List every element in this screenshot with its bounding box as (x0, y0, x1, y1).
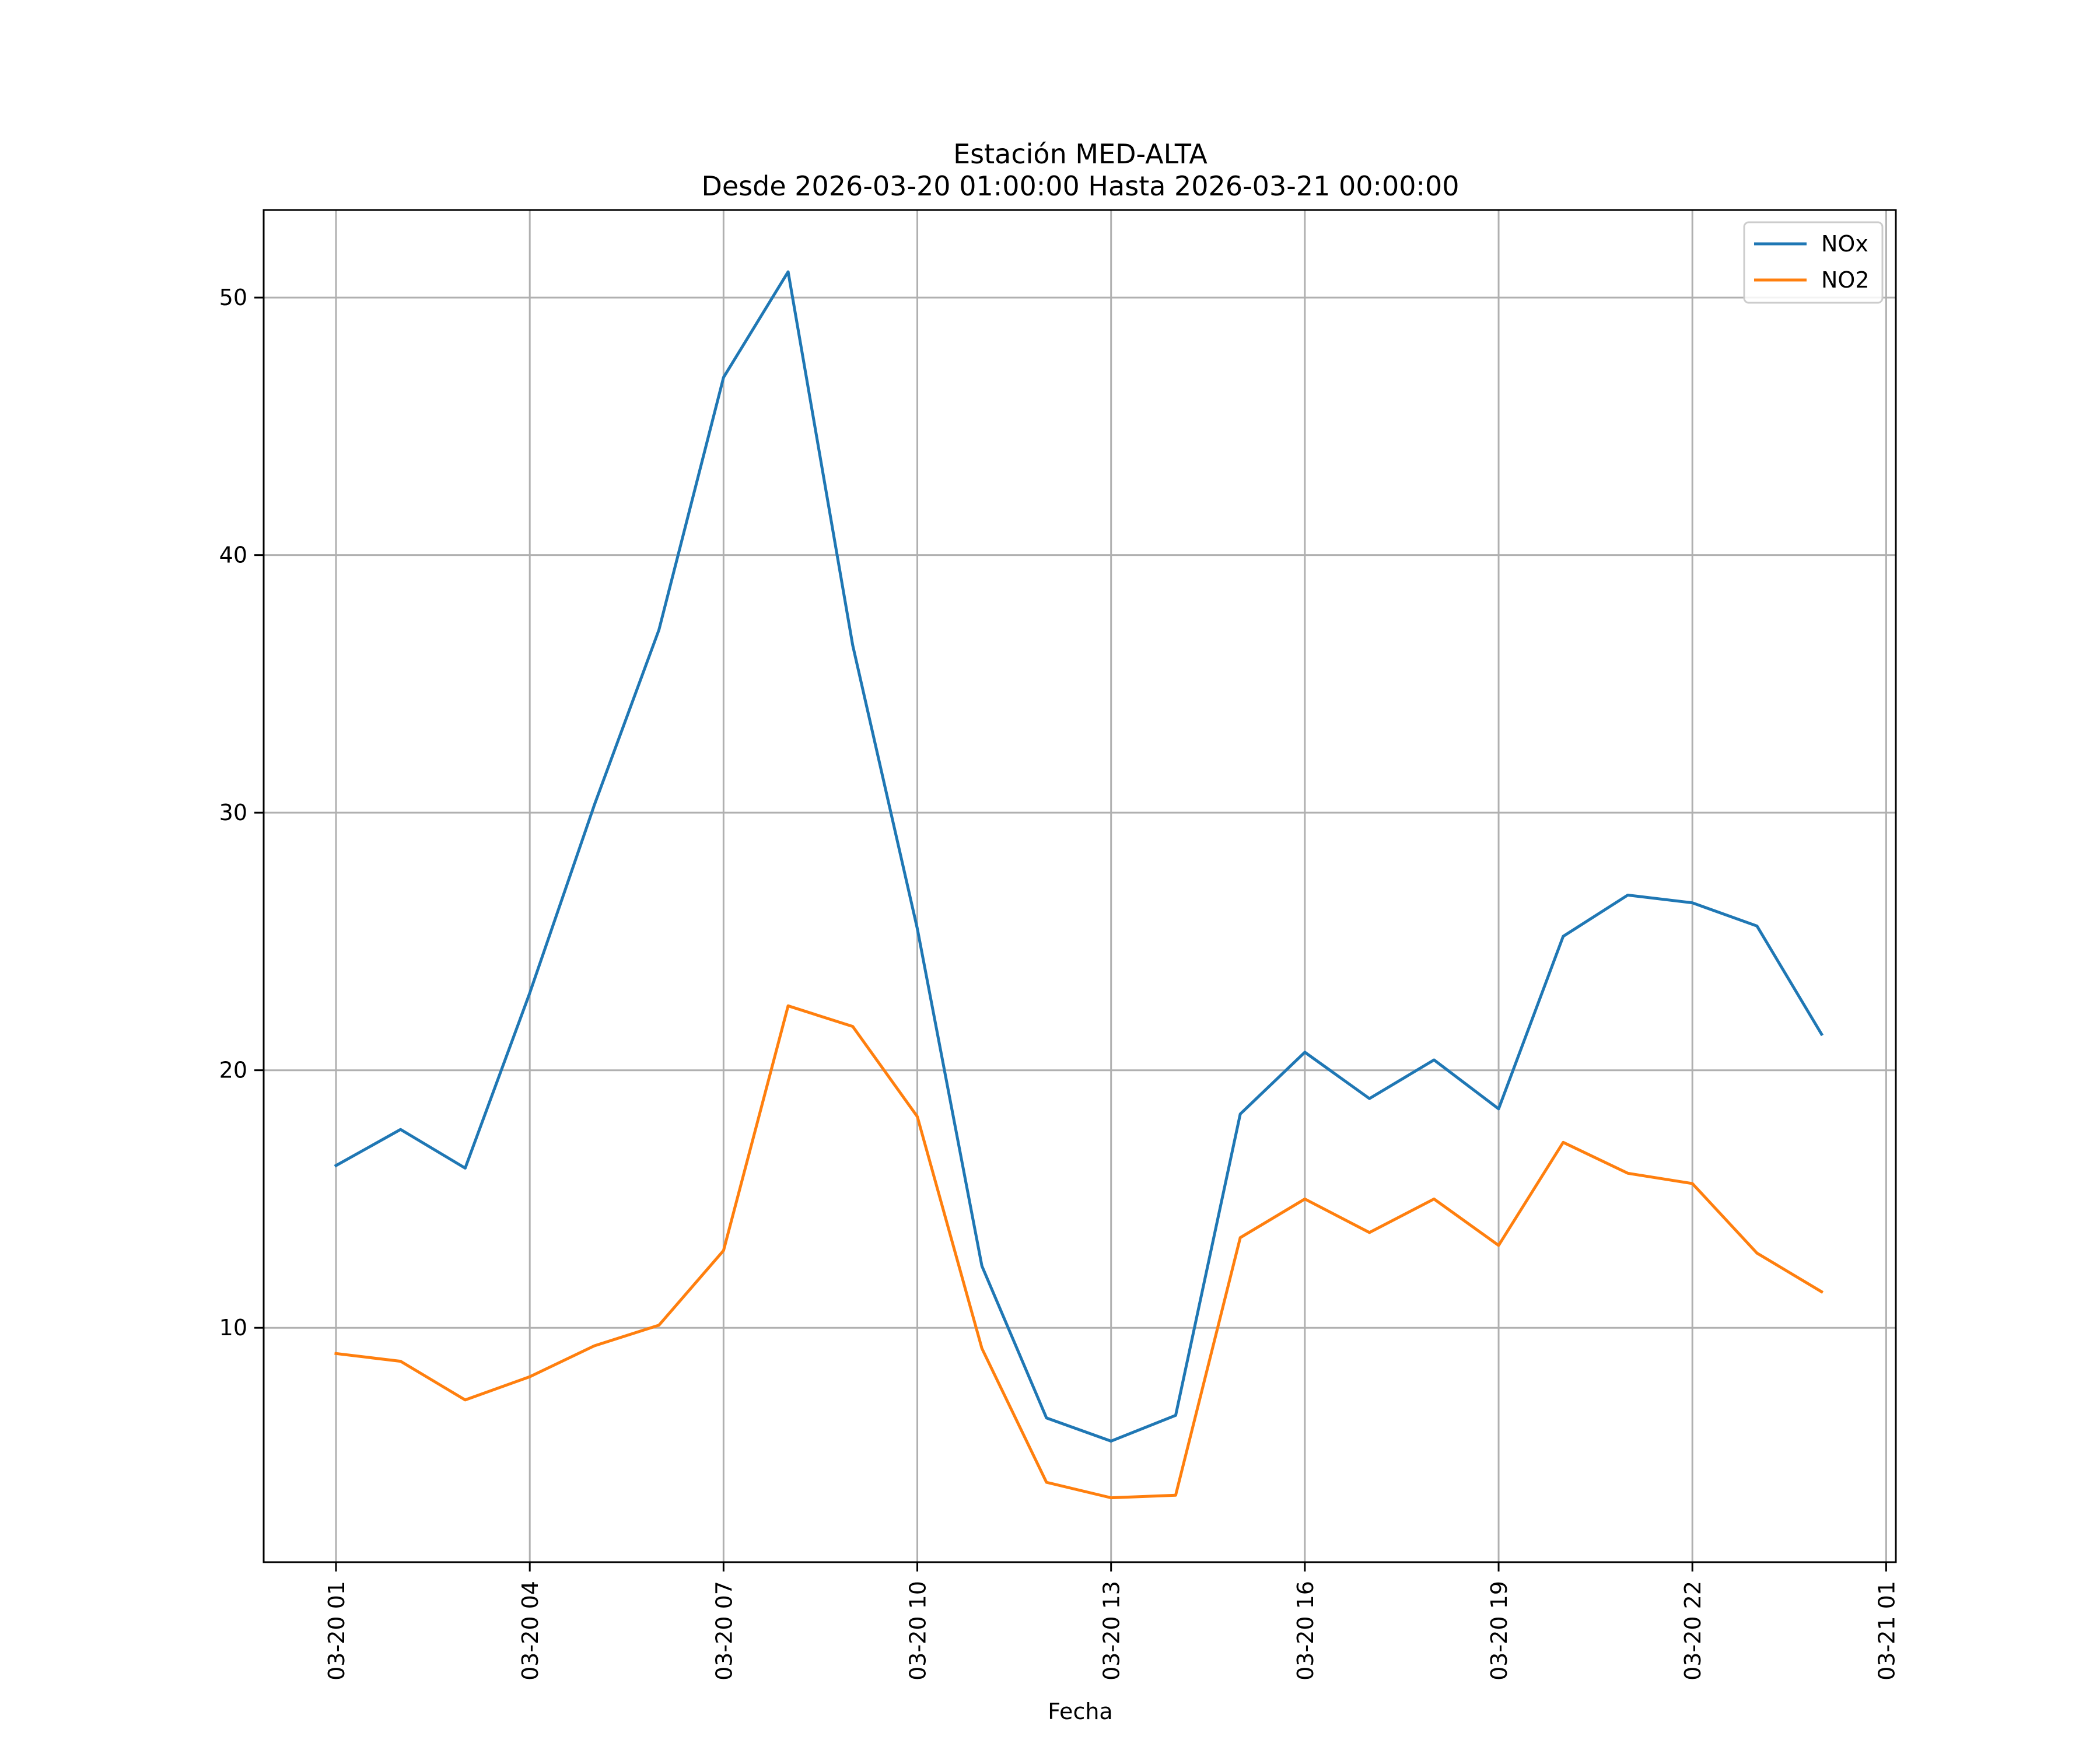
x-axis-label: Fecha (1048, 1699, 1112, 1724)
x-tick-label: 03-20 13 (1099, 1581, 1125, 1681)
chart-title: Estación MED-ALTA (953, 138, 1208, 170)
x-tick-label: 03-20 22 (1680, 1581, 1706, 1681)
y-tick-label: 50 (219, 285, 247, 310)
grid-layer (264, 210, 1896, 1562)
x-tick-label: 03-20 01 (324, 1581, 349, 1681)
plot-frame (262, 209, 1897, 1563)
y-tick-label: 10 (219, 1315, 247, 1340)
y-tick-label: 40 (219, 542, 247, 568)
series-line-no2 (334, 1004, 1824, 1500)
legend-label-nox: NOx (1821, 231, 1868, 257)
legend: NOx NO2 (1743, 221, 1884, 304)
ticks-layer: 03-20 01 03-20 04 03-20 07 03-20 10 03-20 13… (219, 285, 1900, 1681)
y-tick-label: 30 (219, 800, 247, 825)
series-layer (334, 270, 1824, 1500)
x-tick-label: 03-20 07 (711, 1581, 737, 1681)
x-tick-label: 03-20 16 (1293, 1581, 1318, 1681)
x-tick-label: 03-20 10 (905, 1581, 931, 1681)
legend-label-no2: NO2 (1821, 267, 1870, 293)
x-tick-label: 03-21 01 (1874, 1581, 1899, 1681)
y-tick-label: 20 (219, 1058, 247, 1083)
x-tick-label: 03-20 19 (1486, 1581, 1512, 1681)
chart-subtitle: Desde 2026-03-20 01:00:00 Hasta 2026-03-… (701, 170, 1459, 202)
series-line-nox (334, 270, 1824, 1443)
x-tick-label: 03-20 04 (517, 1581, 543, 1681)
